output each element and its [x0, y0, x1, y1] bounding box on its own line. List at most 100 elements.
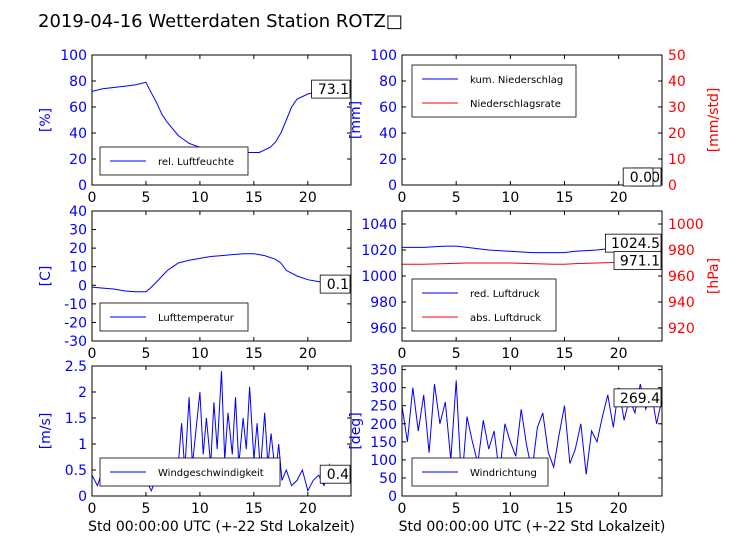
y-tick-label: 250	[370, 399, 397, 415]
legend: kum. Niederschlag Niederschlagsrate	[411, 64, 577, 118]
y2-axis-label: [mm/std]	[706, 88, 722, 153]
y-tick-label: 1020	[361, 243, 397, 259]
series-line-temperature-0	[92, 253, 351, 293]
legend: Lufttemperatur	[99, 302, 249, 332]
chart-panel-pressure: 0 5 10 15 20 960 980 1000 1020 1040 920 940 960 980 10…	[361, 210, 722, 362]
legend-box	[411, 457, 549, 487]
y-tick-label: 1.5	[65, 411, 87, 427]
x-tick-label: 10	[191, 346, 209, 362]
x-tick-label: 5	[452, 346, 461, 362]
x-tick-label: 15	[556, 190, 574, 206]
y-tick-label: 20	[69, 241, 87, 257]
x-tick-label: 15	[245, 346, 263, 362]
legend: Windrichtung	[411, 457, 549, 487]
y-tick-label: 60	[379, 100, 397, 116]
y2-tick-label: 920	[668, 321, 695, 337]
x-tick-label: 20	[299, 501, 317, 517]
y2-tick-label: 980	[668, 243, 695, 259]
plot-frame	[91, 365, 352, 497]
value-annotation-box	[311, 79, 351, 99]
plot-frame	[91, 54, 352, 186]
plot-frame	[91, 210, 352, 342]
y2-tick-label: 1000	[668, 217, 704, 233]
y-tick-label: 20	[379, 152, 397, 168]
y-tick-label: 30	[69, 223, 87, 239]
y-tick-label: 0	[78, 178, 87, 194]
y-axis-label: [deg]	[348, 412, 364, 449]
y-tick-label: 20	[69, 152, 87, 168]
chart-panel-humidity: 0 5 10 15 20 0 20 40 60 80 100 [%] rel. Luftfeuchte 7…	[38, 48, 352, 206]
y-tick-label: 100	[370, 48, 397, 64]
y-tick-label: 80	[379, 74, 397, 90]
y-tick-label: 0	[388, 489, 397, 505]
y2-tick-label: 940	[668, 295, 695, 311]
x-tick-label: 20	[299, 190, 317, 206]
x-tick-label: 0	[398, 501, 407, 517]
y-tick-label: 980	[370, 295, 397, 311]
value-annotation-box	[319, 464, 351, 484]
y-tick-label: 1	[78, 437, 87, 453]
value-annotation: 0.1	[327, 277, 349, 293]
y-axis-label: [m/s]	[38, 413, 54, 450]
plot-frame	[401, 365, 663, 497]
y-axis-label: [C]	[38, 266, 54, 287]
x-tick-label: 15	[245, 190, 263, 206]
x-tick-label: 0	[398, 346, 407, 362]
value-annotation-secondary: 971.1	[620, 254, 660, 270]
value-annotation-secondary: 0.0	[630, 170, 652, 186]
x-tick-label: 0	[88, 501, 97, 517]
y-tick-label: 2	[78, 385, 87, 401]
x-tick-label: 20	[610, 346, 628, 362]
y2-tick-label: 20	[668, 126, 686, 142]
y-tick-label: 1040	[361, 217, 397, 233]
y2-tick-label: 960	[668, 269, 695, 285]
y-tick-label: 40	[69, 204, 87, 220]
y2-tick-label: 40	[668, 74, 686, 90]
y-tick-label: -10	[64, 297, 87, 313]
y-tick-label: 50	[379, 471, 397, 487]
y-tick-label: 100	[370, 453, 397, 469]
y-tick-label: 0	[78, 489, 87, 505]
legend-label: rel. Luftfeuchte	[158, 157, 234, 168]
y2-axis-label: [hPa]	[706, 258, 722, 294]
y-tick-label: 10	[69, 260, 87, 276]
value-annotation: 1024.5	[611, 236, 660, 252]
value-annotation-box	[319, 274, 351, 294]
y-tick-label: -30	[64, 334, 87, 350]
x-tick-label: 0	[88, 346, 97, 362]
x-tick-label: 15	[556, 346, 574, 362]
value-annotation: 0.4	[327, 467, 349, 483]
x-tick-label: 15	[245, 501, 263, 517]
legend-label: red. Luftdruck	[470, 289, 540, 300]
x-axis-label: Std 00:00:00 UTC (+-22 Std Lokalzeit)	[399, 519, 666, 535]
x-tick-label: 5	[452, 501, 461, 517]
y-tick-label: 100	[60, 48, 87, 64]
y-tick-label: 40	[379, 126, 397, 142]
y-tick-label: 40	[69, 126, 87, 142]
x-tick-label: 15	[556, 501, 574, 517]
legend: rel. Luftfeuchte	[99, 146, 249, 176]
y-tick-label: 200	[370, 417, 397, 433]
value-annotation-box	[613, 388, 662, 408]
y-tick-label: 0	[78, 278, 87, 294]
legend-label: Lufttemperatur	[158, 313, 235, 324]
y-tick-label: 0	[388, 178, 397, 194]
y-tick-label: 350	[370, 363, 397, 379]
y2-tick-label: 10	[668, 152, 686, 168]
x-tick-label: 10	[501, 190, 519, 206]
chart-panel-precip: 0 5 10 15 20 0 20 40 60 80 100 0 10 20 30 40 50 [mm] [mm/s…	[348, 48, 722, 206]
y-tick-label: -20	[64, 315, 87, 331]
x-tick-label: 10	[501, 346, 519, 362]
x-tick-label: 5	[141, 190, 150, 206]
y2-tick-label: 30	[668, 100, 686, 116]
y-axis-label: [%]	[38, 108, 54, 132]
y-tick-label: 80	[69, 74, 87, 90]
x-tick-label: 10	[501, 501, 519, 517]
legend-label: abs. Luftdruck	[470, 313, 541, 324]
x-tick-label: 5	[141, 501, 150, 517]
x-tick-label: 20	[610, 501, 628, 517]
legend-box	[99, 457, 281, 487]
legend-label: Niederschlagsrate	[470, 99, 561, 110]
